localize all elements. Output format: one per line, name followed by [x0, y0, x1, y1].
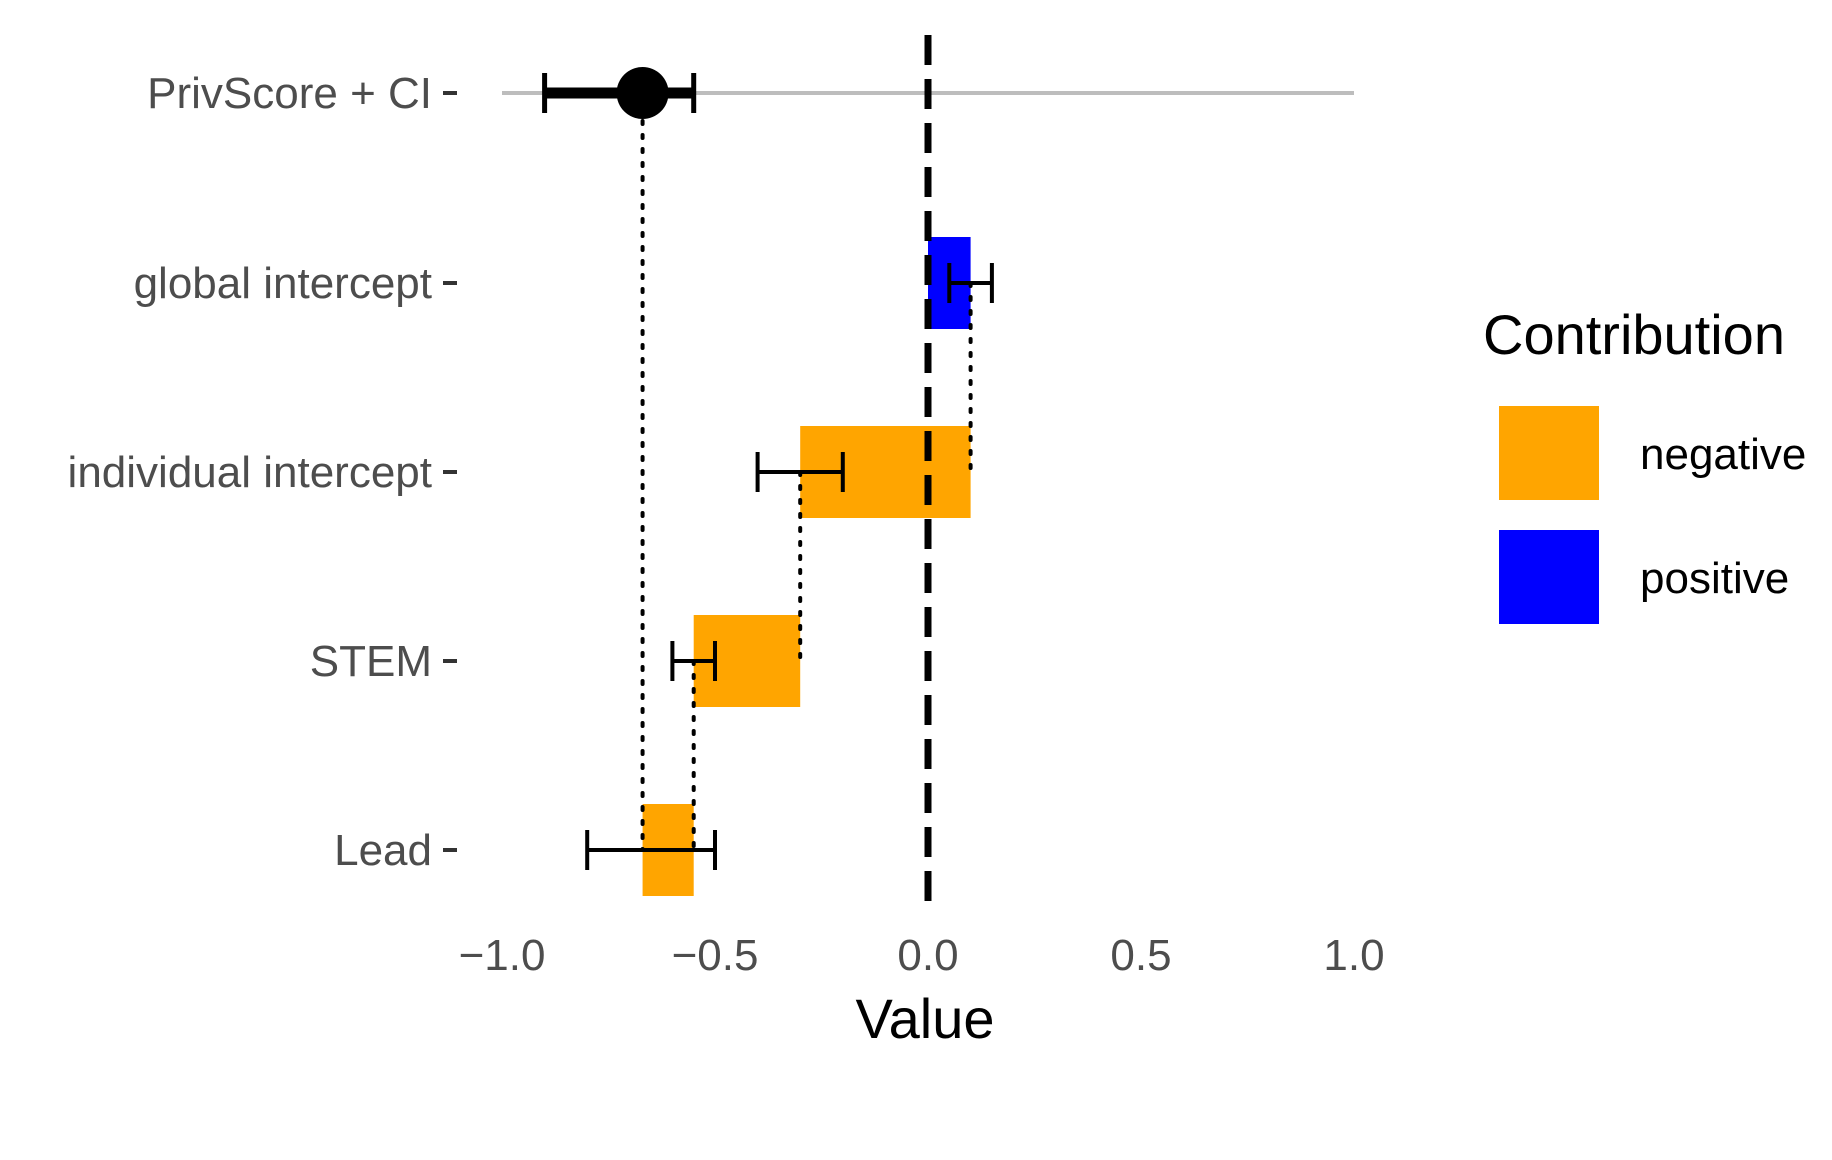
legend-key-positive	[1499, 530, 1599, 624]
x-axis-title: Value	[855, 987, 994, 1050]
y-tick-label: global intercept	[134, 259, 432, 308]
legend-label-negative: negative	[1640, 430, 1806, 479]
legend-key-negative	[1499, 406, 1599, 500]
x-tick-label: 0.0	[897, 931, 958, 980]
legend: Contribution negative positive	[1483, 303, 1806, 624]
privscore-point	[616, 67, 669, 119]
y-tick-label: Lead	[334, 826, 432, 875]
axes: PrivScore + CI global intercept individual…	[68, 69, 1385, 980]
y-tick-label: STEM	[310, 637, 432, 686]
legend-title: Contribution	[1483, 303, 1785, 366]
y-tick-label: individual intercept	[68, 448, 432, 497]
x-tick-label: −0.5	[672, 931, 759, 980]
plot-area	[502, 35, 1354, 905]
x-tick-label: −1.0	[459, 931, 546, 980]
y-tick-label: PrivScore + CI	[147, 69, 432, 118]
x-tick-label: 1.0	[1323, 931, 1384, 980]
legend-label-positive: positive	[1640, 554, 1789, 603]
x-tick-label: 0.5	[1110, 931, 1171, 980]
